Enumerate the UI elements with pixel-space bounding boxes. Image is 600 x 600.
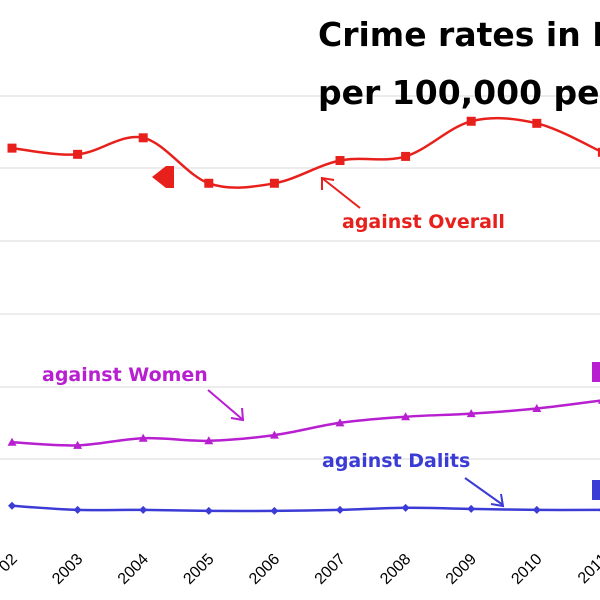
data-point-overall-4 (269, 178, 279, 188)
dalits-pointer-arrow (464, 477, 504, 506)
data-point-overall-7 (466, 116, 476, 126)
overall-pointer-arrowhead (321, 176, 335, 190)
data-point-women-3 (204, 436, 214, 445)
series-label-overall-text: against Overall (342, 211, 505, 233)
data-point-dalits-1 (73, 505, 82, 514)
x-tick-label-1: 2003 (49, 551, 86, 588)
x-tick-label-7: 2009 (443, 551, 480, 588)
data-point-women-2 (138, 433, 148, 442)
data-point-overall-2 (138, 133, 148, 143)
dalits-pointer-arrowhead (490, 493, 505, 508)
data-point-women-6 (401, 412, 411, 421)
x-tick-label-4: 2006 (246, 551, 283, 588)
data-point-women-7 (466, 409, 476, 418)
x-tick-label-2: 2004 (115, 551, 152, 588)
data-point-dalits-7 (467, 504, 476, 513)
series-line-dalits (11, 504, 600, 513)
data-point-women-1 (73, 440, 83, 449)
data-point-dalits-2 (139, 505, 148, 514)
x-tick-label-3: 2005 (180, 551, 217, 588)
x-tick-label-5: 2007 (312, 551, 349, 588)
women-pointer-arrow (207, 389, 243, 420)
data-point-women-8 (532, 404, 542, 413)
data-point-dalits-5 (336, 505, 344, 514)
data-point-overall-1 (73, 149, 83, 159)
data-point-overall-0 (7, 143, 17, 153)
series-dalits (8, 501, 600, 515)
series-line-overall (11, 116, 600, 189)
series-line-women (11, 399, 600, 447)
data-point-overall-9 (597, 147, 600, 157)
data-point-women-5 (335, 418, 345, 427)
dalits-edge-label-fragment (592, 480, 600, 500)
chart-title-line-1: Crime rates in In (318, 15, 600, 54)
series-women (7, 399, 600, 449)
series-label-women-text: against Women (42, 364, 208, 386)
data-point-overall-6 (401, 151, 411, 161)
series-label-dalits: against Dalits (322, 450, 505, 508)
x-tick-label-9: 2011 (575, 551, 600, 587)
series-layer (7, 116, 600, 515)
women-pointer-arrowhead (230, 407, 245, 422)
data-point-overall-5 (335, 156, 345, 166)
data-point-dalits-3 (204, 506, 213, 515)
chart-title-line-2: per 100,000 peo (318, 73, 600, 112)
data-point-women-4 (269, 430, 279, 439)
data-point-dalits-0 (8, 501, 16, 510)
red-left-arrow-marker (152, 166, 174, 188)
women-edge-label-fragment (592, 362, 600, 382)
data-point-dalits-4 (270, 506, 279, 515)
x-tick-label-0: 02 (0, 551, 21, 576)
series-label-women: against Women (42, 364, 245, 422)
overall-pointer-arrow (321, 177, 361, 209)
x-tick-label-6: 2008 (377, 551, 414, 588)
data-point-overall-3 (204, 178, 214, 188)
series-label-overall: against Overall (321, 176, 505, 233)
x-tick-label-8: 2010 (508, 551, 545, 588)
data-point-women-0 (7, 437, 17, 446)
data-point-women-9 (597, 400, 600, 404)
series-overall (7, 116, 600, 189)
x-tick-labels: 02 2003 2004 2005 2006 2007 2008 2009 2010 2011 (0, 551, 600, 588)
data-point-dalits-8 (532, 505, 541, 514)
data-point-overall-8 (532, 118, 542, 128)
series-label-dalits-text: against Dalits (322, 450, 470, 472)
data-point-dalits-6 (401, 503, 410, 512)
gridlines (0, 95, 600, 460)
